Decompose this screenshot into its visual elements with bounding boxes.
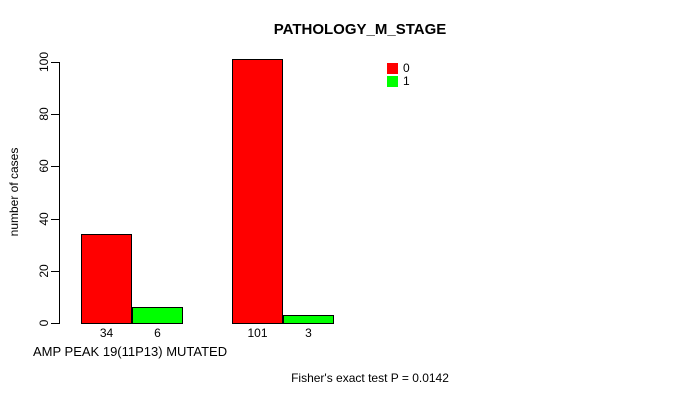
bar-series-0 [81, 234, 132, 324]
footnote-text: Fisher's exact test P = 0.0142 [291, 371, 449, 385]
y-tick-label: 0 [37, 319, 51, 327]
y-axis-tick [51, 114, 59, 115]
y-axis-tick [51, 166, 59, 167]
bar-value-label: 3 [305, 326, 312, 340]
x-axis-label: AMP PEAK 19(11P13) MUTATED [33, 344, 228, 359]
bar-series-0 [232, 59, 283, 324]
bar-value-label: 6 [154, 326, 161, 340]
y-tick-label: 40 [37, 212, 51, 226]
legend-item-1: 1 [387, 74, 410, 88]
y-tick-label: 60 [37, 159, 51, 173]
y-tick-label: 20 [37, 264, 51, 278]
legend-swatch-icon [387, 76, 398, 87]
legend-item-label: 0 [403, 61, 410, 75]
chart-title: PATHOLOGY_M_STAGE [273, 21, 447, 38]
bar-series-1 [132, 307, 183, 324]
bar-value-label: 34 [99, 326, 114, 340]
legend-item-label: 1 [403, 74, 410, 88]
y-axis-tick [51, 323, 59, 324]
y-axis-tick [51, 62, 59, 63]
bar-series-1 [283, 315, 334, 324]
legend-item-0: 0 [387, 61, 410, 75]
y-axis-label: number of cases [7, 147, 21, 237]
y-tick-label: 80 [37, 107, 51, 121]
legend-swatch-icon [387, 63, 398, 74]
y-tick-label: 100 [37, 51, 51, 73]
y-axis-tick [51, 271, 59, 272]
bar-value-label: 101 [247, 326, 268, 340]
y-axis-tick [51, 219, 59, 220]
y-axis-line [59, 62, 60, 324]
